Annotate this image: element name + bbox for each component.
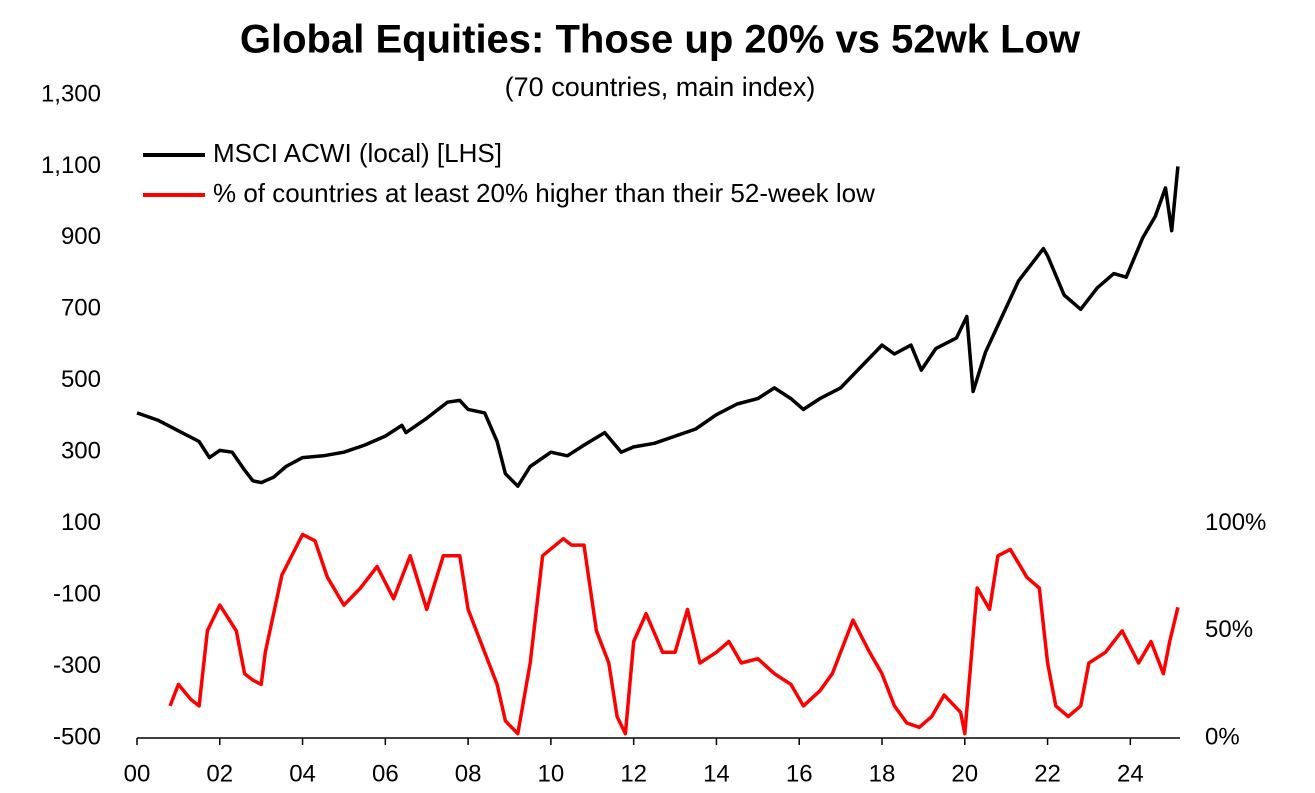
legend-label: % of countries at least 20% higher than … (213, 178, 875, 208)
chart-title: Global Equities: Those up 20% vs 52wk Lo… (240, 18, 1081, 62)
series-line (168, 532, 1180, 736)
x-tick-label: 22 (1034, 760, 1061, 787)
x-tick-label: 08 (455, 760, 482, 787)
x-tick-label: 04 (289, 760, 316, 787)
x-tick-label: 06 (372, 760, 399, 787)
y2-tick-label: 0% (1205, 723, 1240, 750)
y-tick-label: 700 (61, 295, 101, 322)
y-tick-label: 300 (61, 438, 101, 465)
y-tick-label: -100 (53, 580, 101, 607)
y-tick-label: 100 (61, 509, 101, 536)
x-tick-label: 24 (1117, 760, 1144, 787)
x-tick-label: 12 (620, 760, 647, 787)
chart-subtitle: (70 countries, main index) (505, 72, 816, 102)
series-line (136, 166, 1180, 488)
legend-label: MSCI ACWI (local) [LHS] (213, 138, 502, 168)
y-tick-label: 500 (61, 366, 101, 393)
x-tick-label: 10 (538, 760, 565, 787)
y-tick-label: 900 (61, 223, 101, 250)
y-tick-label: -300 (53, 652, 101, 679)
x-tick-label: 20 (951, 760, 978, 787)
x-tick-label: 14 (703, 760, 730, 787)
y2-tick-label: 50% (1205, 616, 1253, 643)
y-tick-label: -500 (53, 723, 101, 750)
y2-tick-label: 100% (1205, 509, 1266, 536)
x-tick-label: 00 (124, 760, 151, 787)
x-tick-label: 18 (869, 760, 896, 787)
x-tick-label: 02 (206, 760, 233, 787)
y-tick-label: 1,100 (41, 152, 101, 179)
y-tick-label: 1,300 (41, 80, 101, 107)
x-tick-label: 16 (786, 760, 813, 787)
